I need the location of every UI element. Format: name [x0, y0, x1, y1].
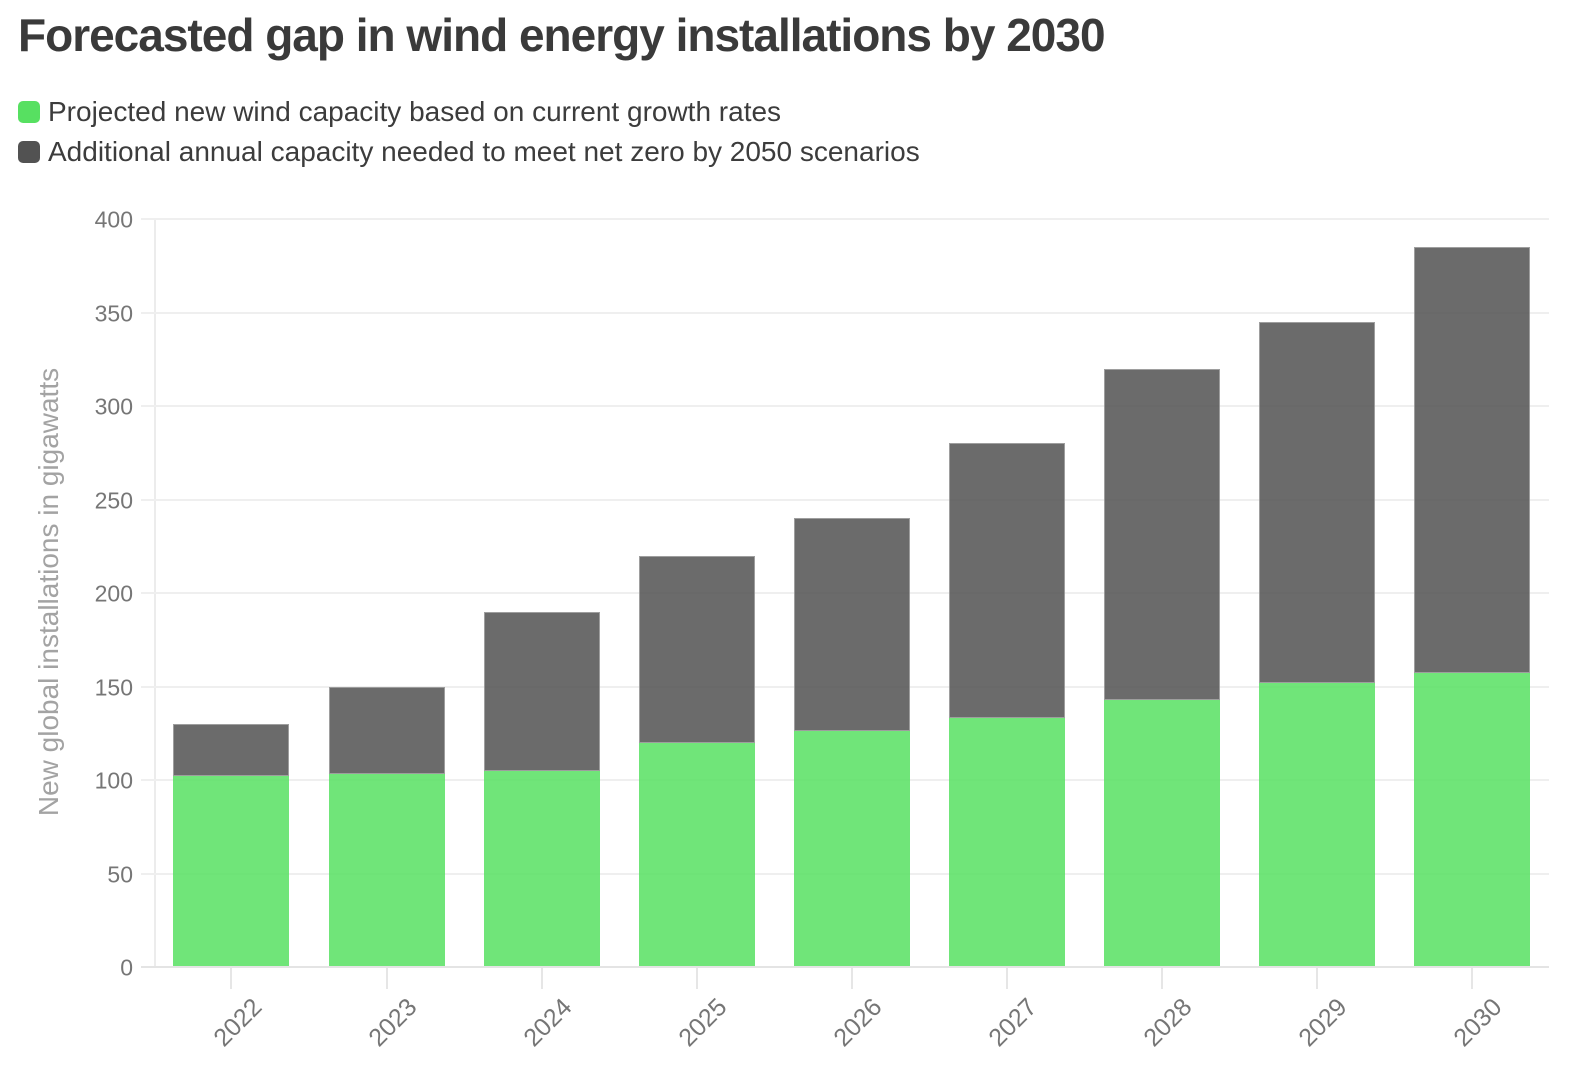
x-axis-tick-2027 [1005, 967, 1008, 989]
bar-2029-capacity-gap[interactable] [1258, 321, 1375, 683]
x-axis-tick-2025 [695, 967, 698, 989]
bar-2024-projected-capacity[interactable] [483, 770, 600, 967]
bar-2022-capacity-gap[interactable] [173, 723, 290, 777]
bar-2027-projected-capacity[interactable] [948, 718, 1065, 967]
legend-swatch-green [18, 101, 40, 123]
y-axis-tick-label-150: 150 [94, 674, 133, 700]
y-axis-tick-label-100: 100 [94, 767, 133, 794]
bar-2027-capacity-gap[interactable] [948, 443, 1065, 719]
chart-title: Forecasted gap in wind energy installati… [18, 9, 1106, 61]
y-axis-tick-label-400: 400 [94, 206, 133, 233]
y-axis-tick-label-50: 50 [107, 861, 133, 887]
legend: Projected new wind capacity based on cur… [18, 92, 920, 172]
x-axis-tick-label-2023: 2023 [363, 993, 423, 1053]
legend-label: Projected new wind capacity based on cur… [48, 96, 782, 127]
bar-2030-projected-capacity[interactable] [1413, 673, 1530, 967]
bar-group-2023 [328, 219, 445, 967]
bar-2030-capacity-gap[interactable] [1413, 247, 1530, 674]
bar-2023-projected-capacity[interactable] [328, 774, 445, 967]
x-axis-tick-2024 [540, 967, 543, 989]
x-axis-tick-2028 [1160, 967, 1163, 989]
x-axis-tick-label-2024: 2024 [518, 993, 578, 1053]
bar-group-2028 [1103, 219, 1220, 967]
x-axis-tick-label-2030: 2030 [1448, 993, 1508, 1053]
legend-item-gap: Additional annual capacity needed to mee… [18, 132, 920, 172]
bar-2025-projected-capacity[interactable] [638, 742, 755, 967]
legend-swatch-gray [18, 141, 40, 163]
bar-2023-capacity-gap[interactable] [328, 686, 445, 775]
y-axis-tick-label-350: 350 [94, 300, 133, 326]
gridline-250 [141, 498, 1549, 501]
x-axis-tick-2023 [385, 967, 388, 989]
bar-2026-projected-capacity[interactable] [793, 731, 910, 967]
bar-2026-capacity-gap[interactable] [793, 518, 910, 732]
y-axis-tick-label-0: 0 [120, 954, 133, 981]
y-axis-tick-label-300: 300 [94, 393, 133, 420]
bar-2029-projected-capacity[interactable] [1258, 682, 1375, 967]
gridline-400 [141, 218, 1549, 220]
gridline-350 [141, 311, 1549, 314]
x-axis-tick-2029 [1315, 967, 1318, 989]
bar-group-2025 [638, 219, 755, 967]
x-axis-tick-label-2022: 2022 [208, 993, 268, 1053]
bar-group-2027 [948, 219, 1065, 967]
bar-2022-projected-capacity[interactable] [173, 776, 290, 967]
bar-2028-projected-capacity[interactable] [1103, 699, 1220, 967]
bar-group-2029 [1258, 219, 1375, 967]
x-axis-tick-label-2027: 2027 [983, 993, 1043, 1053]
x-axis-tick-2026 [850, 967, 853, 989]
bar-group-2024 [483, 219, 600, 967]
bar-group-2026 [793, 219, 910, 967]
bar-2025-capacity-gap[interactable] [638, 555, 755, 743]
x-axis-tick-label-2026: 2026 [828, 993, 888, 1053]
bar-group-2022 [173, 219, 290, 967]
bar-2028-capacity-gap[interactable] [1103, 368, 1220, 700]
x-axis-tick-2022 [230, 967, 233, 989]
x-axis-tick-label-2025: 2025 [673, 993, 733, 1053]
bar-2024-capacity-gap[interactable] [483, 611, 600, 771]
legend-item-projected: Projected new wind capacity based on cur… [18, 92, 920, 132]
x-axis-baseline [141, 966, 1549, 968]
x-axis-tick-2030 [1470, 967, 1473, 989]
x-axis-tick-label-2028: 2028 [1138, 993, 1198, 1053]
bar-group-2030 [1413, 219, 1530, 967]
plot-area: 0 50 100 150 200 250 300 350 400 2022 2023 2024 2025… [95, 208, 1549, 1052]
gridline-300 [141, 405, 1549, 407]
y-axis-tick-label-250: 250 [94, 487, 133, 513]
legend-label: Additional annual capacity needed to mee… [48, 136, 920, 167]
x-axis-tick-label-2029: 2029 [1293, 993, 1353, 1053]
y-axis-tick-label-200: 200 [94, 580, 133, 607]
y-axis-title: New global installations in gigawatts [33, 367, 64, 817]
